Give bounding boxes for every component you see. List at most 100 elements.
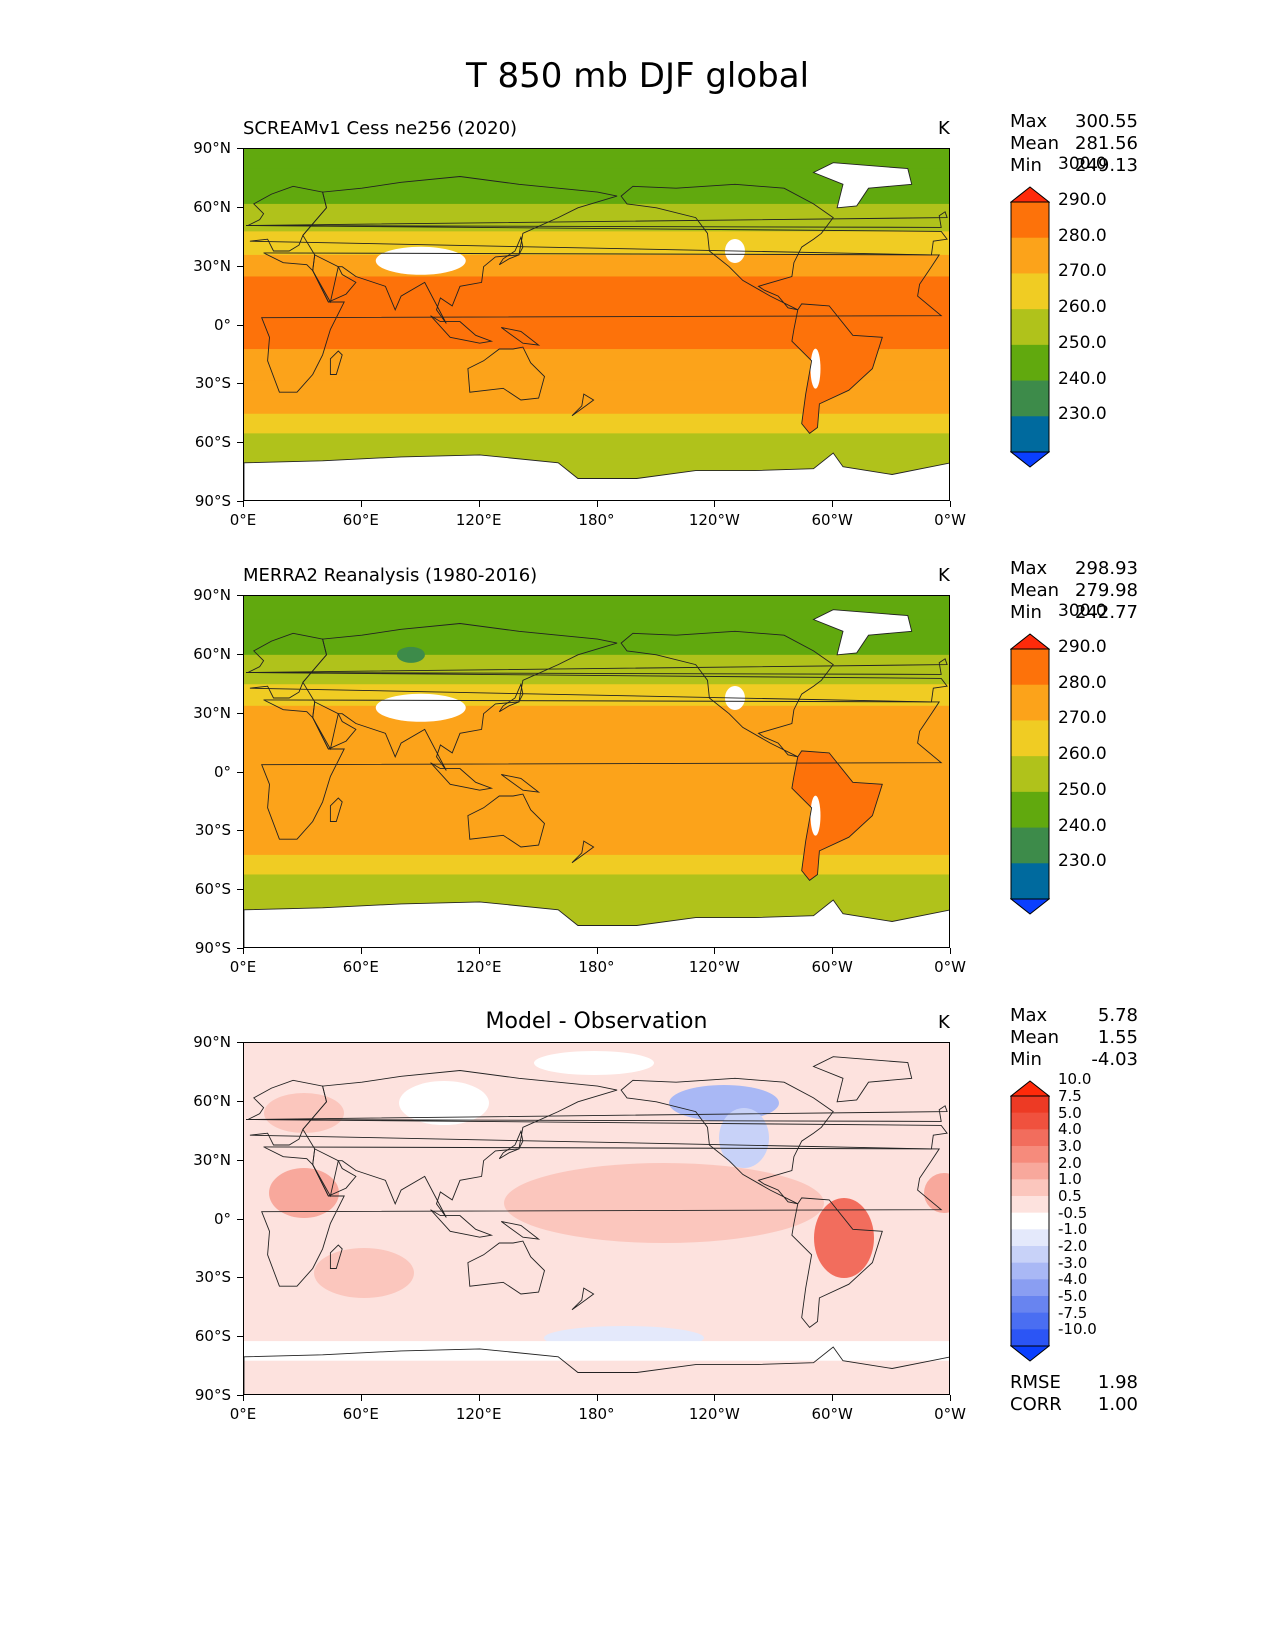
map-diff xyxy=(243,1042,950,1395)
lat-tick-label: 30°S xyxy=(194,1268,231,1287)
stat-label: Mean xyxy=(1010,133,1060,154)
coastline-madagascar xyxy=(329,1244,343,1269)
field-band xyxy=(244,413,949,434)
colorbar-tick-label: 280.0 xyxy=(1058,225,1107,246)
colorbar-tick-label: 3.0 xyxy=(1058,1137,1082,1155)
coastline-uk xyxy=(245,211,948,228)
stat-value: 298.93 xyxy=(1075,558,1138,579)
lon-tick-label: 120°W xyxy=(688,1405,740,1423)
units-label: K xyxy=(938,118,950,139)
lon-tick-label: 0°W xyxy=(934,958,966,976)
stat-label: Min xyxy=(1010,155,1042,176)
stat-value: 279.98 xyxy=(1075,580,1138,601)
metrics-block: RMSE 1.98 CORR 1.00 xyxy=(1010,1372,1138,1416)
stat-row: Mean 279.98 xyxy=(1010,580,1138,602)
metric-row: CORR 1.00 xyxy=(1010,1394,1138,1416)
colorbar-tick-label: 250.0 xyxy=(1058,332,1107,353)
field-band xyxy=(244,203,949,232)
stat-label: Min xyxy=(1010,1049,1042,1070)
field-anomaly-region xyxy=(924,1173,949,1213)
lon-tick-label: 120°E xyxy=(455,958,502,976)
coastline-japan xyxy=(498,1129,524,1160)
lat-tick xyxy=(237,712,243,714)
field-region-south-america xyxy=(791,303,883,434)
colorbar-segment xyxy=(1011,1279,1049,1297)
field-band xyxy=(244,1341,949,1361)
colorbar-segment xyxy=(1011,202,1049,239)
lat-tick xyxy=(237,442,243,444)
coastline-antarctica xyxy=(244,1346,949,1394)
colorbar-extend-max xyxy=(1010,1080,1050,1097)
metric-row: RMSE 1.98 xyxy=(1010,1372,1138,1394)
colorbar-tick-label: 1.0 xyxy=(1058,1170,1082,1189)
lat-tick xyxy=(237,324,243,326)
stat-row: Max 298.93 xyxy=(1010,558,1138,580)
lon-tick-label: 0°E xyxy=(229,1405,257,1423)
coastline-greenland xyxy=(812,609,913,656)
map-field-model xyxy=(244,149,949,500)
colorbar-extend-min xyxy=(1010,451,1050,468)
colorbar-segment xyxy=(1011,1262,1049,1280)
coastline-arabia xyxy=(312,701,357,750)
colorbar-tick-label: 270.0 xyxy=(1058,261,1107,282)
coastline-nz xyxy=(571,393,595,417)
coastline-namerica xyxy=(620,183,834,311)
field-region-siberia xyxy=(396,646,425,663)
lat-tick xyxy=(237,206,243,208)
colorbar-segment xyxy=(1011,1096,1049,1114)
coastline-australia xyxy=(467,793,546,848)
coastline-newguinea xyxy=(501,327,541,346)
field-band xyxy=(244,705,949,734)
stats-block: Max 298.93 Mean 279.98 Min 242.77 xyxy=(1010,558,1138,624)
field-band xyxy=(244,654,949,685)
lon-tick xyxy=(478,948,480,954)
coastline-indonesia xyxy=(430,315,494,344)
colorbar-tick-label: 290.0 xyxy=(1058,637,1107,657)
map-field-obs xyxy=(244,596,949,947)
field-missing-greenland xyxy=(813,609,912,655)
lat-tick-label: 60°S xyxy=(194,1327,231,1346)
lat-tick-label: 60°S xyxy=(194,433,231,452)
lon-tick xyxy=(832,948,834,954)
map-model xyxy=(243,148,950,501)
stat-row: Mean 281.56 xyxy=(1010,133,1138,155)
colorbar-tick-label: 270.0 xyxy=(1058,708,1107,729)
colorbar-segment xyxy=(1011,1129,1049,1147)
lon-tick xyxy=(478,1395,480,1401)
colorbar-segment xyxy=(1011,720,1049,757)
coastline-antarctica xyxy=(244,899,949,947)
coastline-namerica xyxy=(620,1077,834,1205)
stat-value: 242.77 xyxy=(1075,602,1138,623)
lat-tick-label: 90°S xyxy=(194,939,231,957)
colorbar-tick-label: -3.0 xyxy=(1058,1253,1088,1272)
coastline-australia xyxy=(467,346,546,401)
stats-block: Max 5.78 Mean 1.55 Min -4.03 xyxy=(1010,1005,1138,1071)
lat-tick xyxy=(237,830,243,832)
coastline-uk xyxy=(245,658,948,675)
stat-value: 249.13 xyxy=(1075,155,1138,176)
lat-tick xyxy=(237,889,243,891)
coastline-japan xyxy=(498,235,524,266)
lat-tick-label: 60°N xyxy=(193,1091,231,1110)
colorbar-tick-label: 4.0 xyxy=(1058,1120,1082,1139)
colorbar-segment xyxy=(1011,863,1049,900)
coastline-africa xyxy=(261,1146,943,1287)
field-missing-antarctica xyxy=(244,900,949,947)
lon-tick xyxy=(714,948,716,954)
colorbar-tick-label: 240.0 xyxy=(1058,815,1107,836)
colorbar-tick-label: 260.0 xyxy=(1058,297,1107,318)
lat-tick-label: 30°S xyxy=(194,821,231,840)
coastline-antarctica xyxy=(244,452,949,500)
coastline-africa xyxy=(261,699,943,840)
stat-label: Mean xyxy=(1010,580,1060,601)
colorbar-tick-label: 0.5 xyxy=(1058,1187,1082,1205)
lon-tick xyxy=(478,501,480,507)
field-missing-antarctica xyxy=(244,453,949,500)
lat-tick xyxy=(237,595,243,596)
colorbar-tick-label: -2.0 xyxy=(1058,1237,1088,1255)
coastline-samerica xyxy=(791,750,883,882)
field-band xyxy=(244,433,949,460)
lat-tick-label: 30°N xyxy=(193,703,231,722)
stat-label: Max xyxy=(1010,1005,1048,1026)
lon-tick xyxy=(950,1395,951,1401)
